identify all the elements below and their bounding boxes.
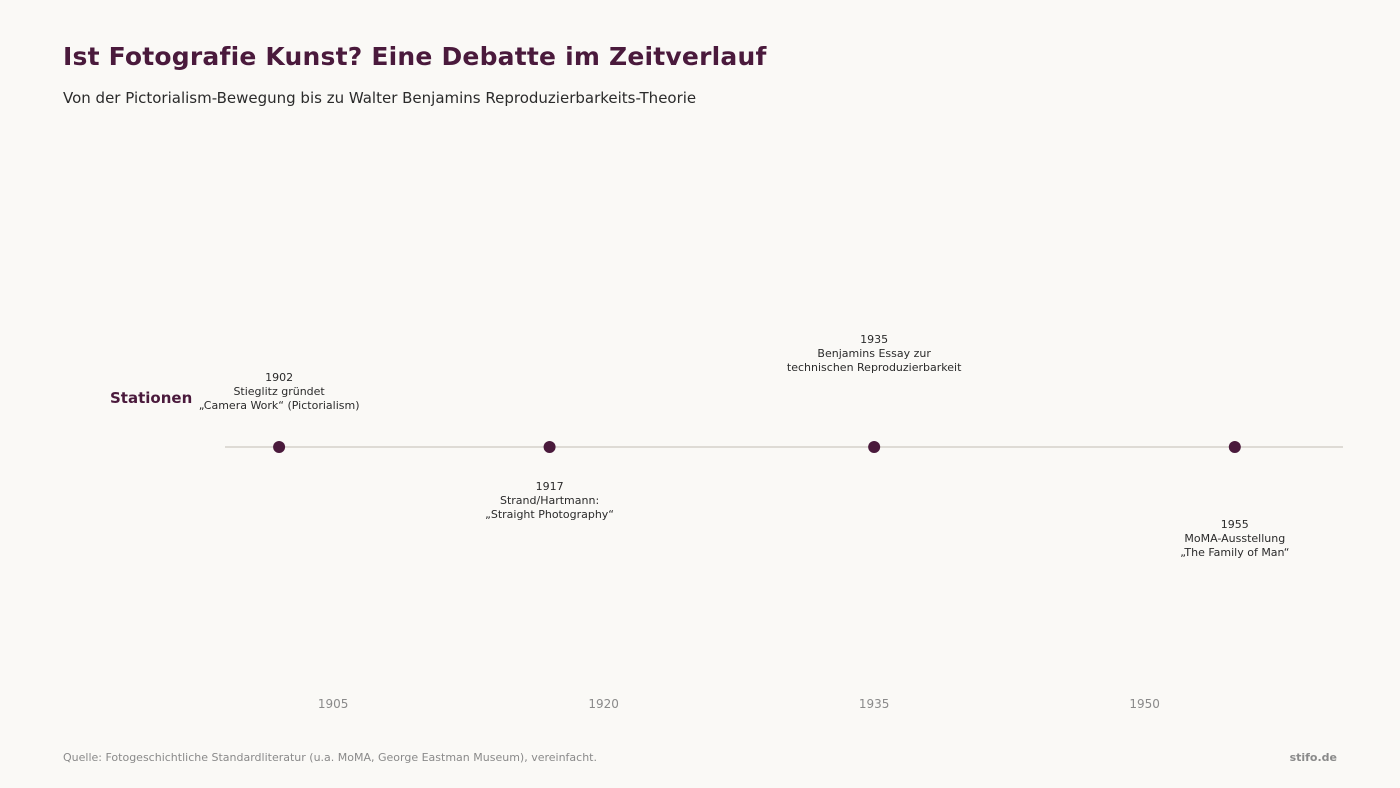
event-description-line: Strand/Hartmann: (500, 494, 599, 507)
source-note: Quelle: Fotogeschichtliche Standardliter… (63, 751, 597, 764)
x-tick-label: 1935 (859, 697, 890, 711)
lane-label: Stationen (110, 389, 192, 407)
event-description-line: „Straight Photography“ (485, 508, 614, 521)
event-description-line: MoMA-Ausstellung (1184, 532, 1285, 545)
event-label: 1935 Benjamins Essay zur technischen Repro… (787, 333, 962, 374)
event-description-line: Stieglitz gründet (233, 385, 325, 398)
event-description-line: technischen Reproduzierbarkeit (787, 361, 962, 374)
event-marker (868, 441, 881, 453)
event-description-line: Benjamins Essay zur (817, 347, 931, 360)
x-tick-label: 1950 (1129, 697, 1160, 711)
event-marker (1228, 441, 1241, 453)
event-marker (273, 441, 286, 453)
x-axis-ticks: 1905 1920 1935 1950 (318, 697, 1160, 711)
event-marker (543, 441, 556, 453)
brand-label: stifo.de (1289, 751, 1337, 764)
event-year: 1902 (265, 371, 293, 384)
event-description-line: „The Family of Man“ (1180, 546, 1289, 559)
event-year: 1955 (1221, 518, 1249, 531)
x-tick-label: 1920 (588, 697, 619, 711)
event-year: 1935 (860, 333, 888, 346)
event-label: 1955 MoMA-Ausstellung „The Family of Man“ (1180, 518, 1289, 559)
x-tick-label: 1905 (318, 697, 349, 711)
chart-subtitle: Von der Pictorialism-Bewegung bis zu Wal… (63, 89, 697, 107)
event-description-line: „Camera Work“ (Pictorialism) (199, 399, 360, 412)
chart-title: Ist Fotografie Kunst? Eine Debatte im Ze… (63, 42, 767, 71)
event-year: 1917 (536, 480, 564, 493)
event-label: 1902 Stieglitz gründet „Camera Work“ (Pict… (199, 371, 360, 412)
timeline-events: 1902 Stieglitz gründet „Camera Work“ (Pict… (199, 333, 1290, 559)
event-label: 1917 Strand/Hartmann: „Straight Photograph… (485, 480, 614, 521)
